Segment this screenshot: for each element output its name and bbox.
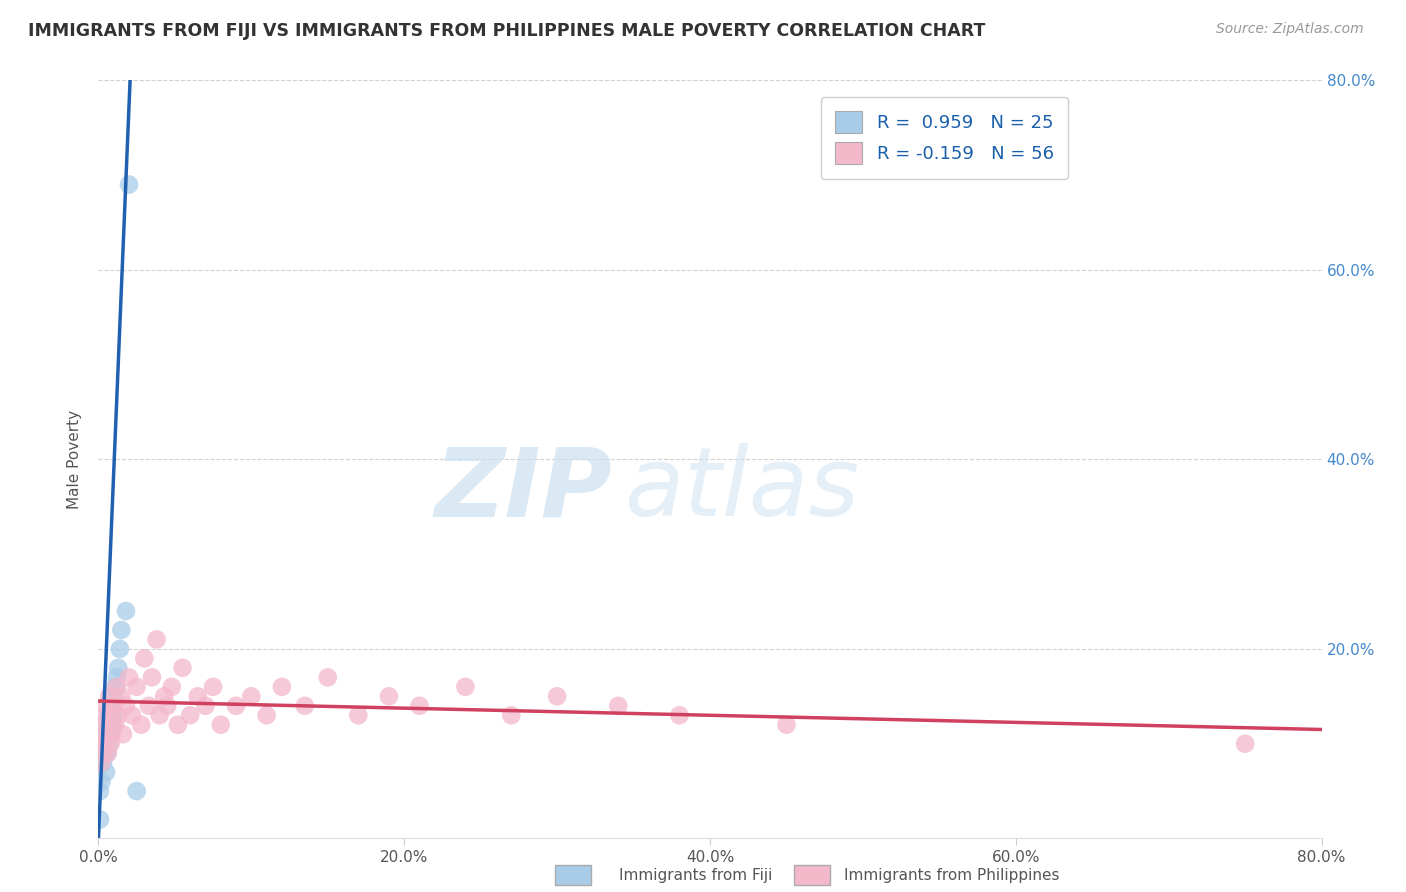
Point [91,756,114,770]
Point [294,698,316,713]
Point [90,756,112,770]
Point [93,727,115,741]
Point [105,680,128,694]
Point [97,746,120,760]
Legend: R =  0.959   N = 25, R = -0.159   N = 56: R = 0.959 N = 25, R = -0.159 N = 56 [821,97,1069,179]
Point [378,690,401,704]
Point [94,765,117,780]
Point [110,623,132,637]
Point [98,708,121,723]
Point [172,661,194,675]
Point [153,690,176,704]
Point [101,717,124,731]
Point [100,698,122,713]
Point [118,670,141,684]
Point [98,690,121,704]
Point [97,717,120,731]
Point [115,604,138,618]
Point [209,717,232,731]
Point [98,737,121,751]
Point [104,717,127,731]
Point [501,708,523,723]
Point [454,680,477,694]
Point [125,680,148,694]
Point [187,690,209,704]
Point [93,708,115,723]
Text: Immigrants from Fiji: Immigrants from Fiji [619,869,772,883]
Point [90,774,112,789]
Point [408,698,430,713]
Point [103,708,125,723]
Point [607,698,630,713]
Point [100,737,122,751]
Text: Immigrants from Philippines: Immigrants from Philippines [844,869,1059,883]
Point [240,690,263,704]
Point [156,698,179,713]
Point [129,717,152,731]
Point [89,813,111,827]
Point [107,661,129,675]
Point [256,708,278,723]
Point [145,632,167,647]
Point [225,698,247,713]
Point [89,737,111,751]
Point [134,651,156,665]
Point [138,698,160,713]
Point [141,670,163,684]
Point [103,690,125,704]
Point [97,746,120,760]
Point [167,717,190,731]
Point [94,737,117,751]
Text: atlas: atlas [624,443,859,536]
Point [668,708,690,723]
Point [100,727,122,741]
Point [105,670,128,684]
Point [125,784,148,798]
Point [94,727,117,741]
Point [91,717,114,731]
Point [98,717,121,731]
Point [347,708,370,723]
Point [104,680,127,694]
Point [194,698,217,713]
Point [111,727,134,741]
Point [103,698,125,713]
Point [110,690,132,704]
Point [160,680,183,694]
Point [179,708,201,723]
Point [100,708,122,723]
Point [149,708,172,723]
Point [91,746,114,760]
Text: ZIP: ZIP [434,443,612,536]
Text: Source: ZipAtlas.com: Source: ZipAtlas.com [1216,22,1364,37]
Y-axis label: Male Poverty: Male Poverty [67,409,83,509]
Point [546,690,568,704]
Point [1234,737,1257,751]
Point [118,178,141,192]
Point [101,727,124,741]
Point [107,708,129,723]
Point [108,642,131,657]
Point [202,680,225,694]
Text: IMMIGRANTS FROM FIJI VS IMMIGRANTS FROM PHILIPPINES MALE POVERTY CORRELATION CHA: IMMIGRANTS FROM FIJI VS IMMIGRANTS FROM … [28,22,986,40]
Point [775,717,797,731]
Point [316,670,339,684]
Point [93,746,115,760]
Point [94,698,117,713]
Point [270,680,292,694]
Point [93,737,115,751]
Point [89,784,111,798]
Point [115,698,138,713]
Point [121,708,143,723]
